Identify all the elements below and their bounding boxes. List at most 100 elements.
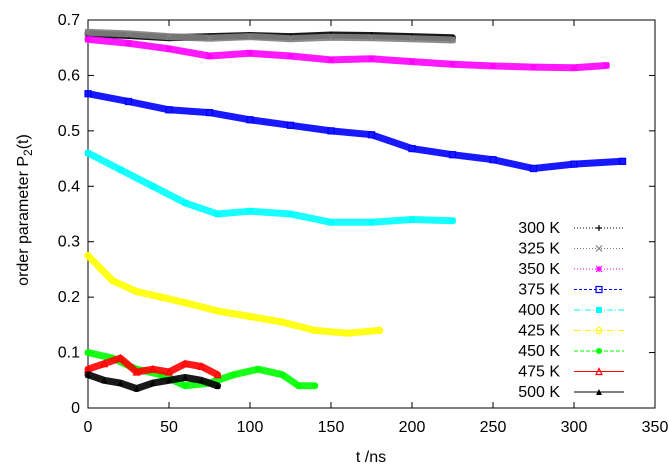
y-tick-label: 0.6 [58, 67, 80, 84]
data-point [85, 150, 91, 157]
y-tick-label: 0.3 [58, 234, 80, 251]
data-point [278, 318, 286, 326]
series-500k [84, 371, 222, 393]
data-point [124, 97, 133, 106]
data-point [108, 276, 116, 285]
series-line [84, 252, 384, 337]
legend-label: 300 K [518, 220, 560, 237]
data-point [197, 362, 206, 371]
data-point [286, 121, 295, 129]
data-point [85, 349, 91, 356]
legend-label: 500 K [518, 384, 560, 401]
data-point [246, 116, 254, 124]
data-point [376, 326, 384, 334]
data-point [596, 348, 602, 354]
data-point [409, 216, 415, 223]
data-point [149, 183, 156, 190]
data-point [408, 58, 416, 65]
data-point [595, 245, 603, 252]
data-point [255, 366, 262, 373]
plot-frame [87, 19, 656, 409]
y-tick-label: 0.2 [58, 289, 80, 306]
data-point [368, 34, 375, 42]
y-axis-label-sub: 2 [21, 149, 35, 156]
data-point [214, 211, 221, 217]
data-point [214, 307, 222, 315]
data-point [595, 367, 603, 376]
legend-label: 475 K [518, 364, 560, 381]
data-point [368, 219, 375, 226]
data-point [596, 389, 602, 395]
series-325k [84, 28, 456, 44]
x-tick-label: 50 [160, 419, 178, 436]
x-tick-label: 100 [237, 419, 264, 436]
data-point [206, 52, 213, 60]
data-point [529, 164, 538, 173]
x-tick-label: 150 [318, 419, 345, 436]
data-point [595, 265, 603, 273]
y-axis-label-tail: (t) [15, 134, 32, 149]
data-point [165, 33, 173, 41]
data-point [295, 382, 302, 389]
data-point [328, 219, 334, 226]
x-tick-label: 350 [642, 419, 668, 436]
data-point [84, 251, 92, 260]
data-point [100, 359, 109, 368]
data-point [182, 382, 189, 389]
data-point [213, 370, 222, 379]
x-axis-label: t /ns [356, 449, 386, 466]
legend-label: 350 K [518, 261, 560, 278]
data-point [287, 211, 294, 217]
legend-label: 375 K [518, 282, 560, 299]
data-point [246, 33, 254, 41]
data-point [125, 30, 132, 38]
data-point [287, 52, 294, 60]
data-point [595, 326, 603, 335]
data-point [327, 127, 335, 135]
data-point [101, 377, 108, 384]
series-400k [84, 149, 456, 226]
data-point [181, 299, 189, 307]
y-axis-label: order parameter P2(t) [15, 134, 35, 286]
series-line [84, 354, 222, 379]
y-tick-label: 0 [71, 400, 80, 417]
data-point [182, 374, 189, 381]
y-tick-label: 0.4 [58, 178, 80, 195]
legend-label: 400 K [518, 302, 560, 319]
data-point [327, 56, 335, 64]
legend-label: 450 K [518, 343, 560, 360]
data-point [287, 35, 294, 43]
data-point [618, 157, 627, 165]
x-axis-ticks: 0 50 100 150 200 250 300 350 [84, 20, 668, 436]
data-point [246, 49, 254, 57]
data-point [166, 377, 172, 384]
data-point [116, 353, 125, 362]
y-tick-label: 0.5 [58, 123, 80, 140]
series-line [84, 28, 456, 44]
x-tick-label: 300 [561, 419, 588, 436]
y-axis-ticks: 0 0.1 0.2 0.3 0.4 0.5 0.6 0.7 [58, 12, 655, 417]
data-point [449, 217, 456, 224]
data-point [125, 39, 132, 47]
x-tick-label: 200 [399, 419, 426, 436]
legend-label: 425 K [518, 323, 560, 340]
data-point [449, 36, 456, 44]
data-point [489, 156, 497, 164]
data-point [165, 106, 173, 114]
data-point [247, 208, 253, 215]
data-point [596, 307, 602, 313]
legend-label: 325 K [518, 241, 560, 258]
data-point [246, 312, 254, 321]
data-point [570, 64, 578, 72]
data-point [596, 225, 602, 231]
y-tick-label: 0.1 [58, 345, 80, 362]
data-point [182, 199, 189, 206]
data-point [181, 359, 190, 368]
data-point [117, 166, 124, 173]
y-tick-label: 0.7 [58, 12, 80, 29]
data-point [327, 33, 335, 41]
data-point [408, 144, 416, 153]
data-point [570, 160, 578, 168]
data-point [132, 367, 141, 376]
data-point [84, 35, 92, 43]
